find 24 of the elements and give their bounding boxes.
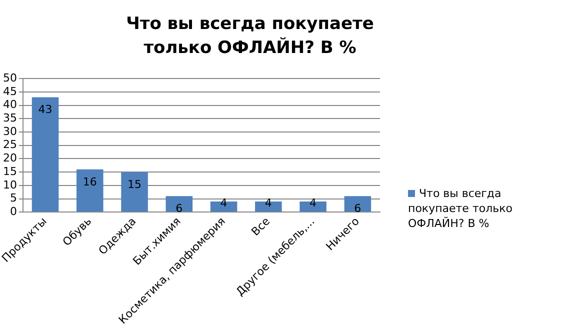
legend-label: Что вы всегда покупаете только ОФЛАЙН? В % (408, 187, 512, 230)
bar (166, 196, 193, 212)
y-tick-label: 0 (10, 205, 17, 218)
y-tick-label: 30 (2, 124, 17, 138)
bar (121, 172, 148, 212)
x-tick-label: Все (248, 214, 273, 238)
data-label: 6 (354, 202, 362, 215)
y-tick-label: 35 (2, 112, 17, 125)
y-tick-label: 45 (2, 84, 17, 98)
data-label: 43 (38, 103, 52, 116)
data-label: 15 (128, 178, 142, 191)
y-tick-label: 5 (10, 192, 17, 205)
data-label: 6 (176, 202, 183, 215)
bar (344, 196, 372, 212)
y-tick-label: 15 (2, 164, 17, 178)
y-tick-label: 10 (2, 178, 17, 192)
data-label: 16 (82, 175, 97, 188)
y-tick-label: 40 (2, 98, 17, 112)
bar (32, 97, 59, 212)
chart-title: Что вы всегда покупаете только ОФЛАЙН? В % (125, 13, 375, 60)
y-tick-label: 25 (2, 138, 17, 152)
y-tick-label: 20 (2, 152, 17, 165)
y-tick-label: 50 (2, 71, 17, 84)
bar (76, 169, 104, 212)
